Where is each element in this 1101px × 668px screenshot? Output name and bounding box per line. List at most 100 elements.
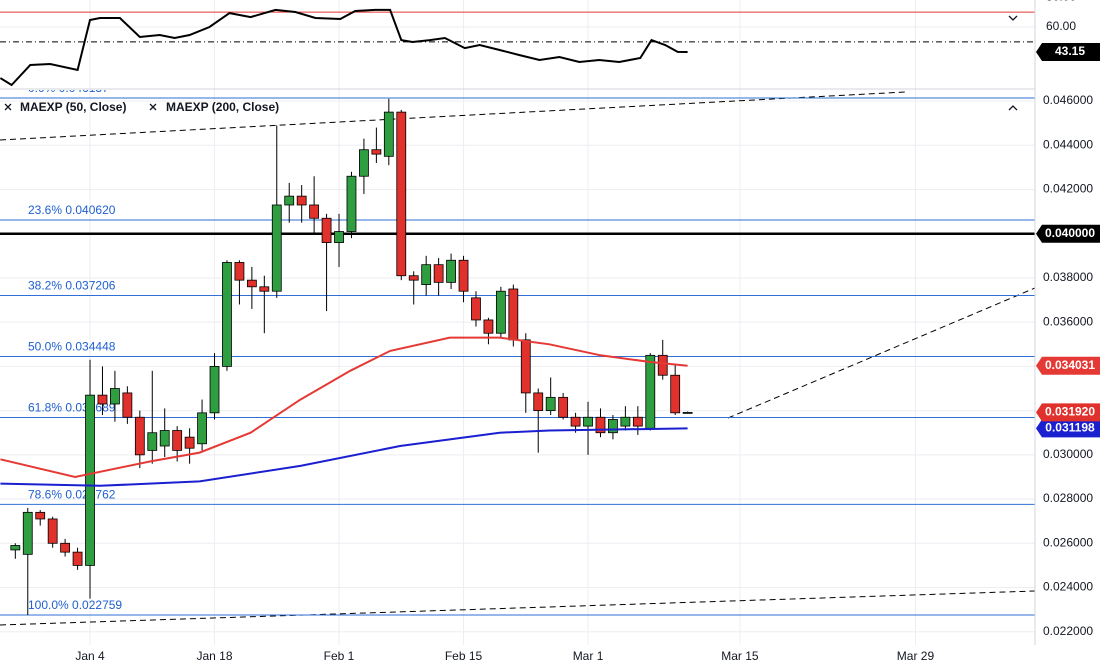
trend-line xyxy=(0,91,906,141)
price-badge-label: 0.034031 xyxy=(1045,358,1095,372)
legend-entry: MAEXP (200, Close) xyxy=(166,100,279,114)
candle-body xyxy=(371,149,382,155)
fib-label: 0.0% 0.046137 xyxy=(28,81,109,95)
candle-body xyxy=(533,392,544,412)
candle-body xyxy=(47,518,58,544)
y-tick-label: 0.044000 xyxy=(1043,137,1093,151)
y-tick-label: 0.022000 xyxy=(1043,624,1093,638)
x-tick-label: Mar 1 xyxy=(573,649,604,663)
price-badge xyxy=(1036,356,1100,375)
candle-body xyxy=(259,286,270,292)
candle-body xyxy=(508,288,519,341)
y-tick-label: 0.038000 xyxy=(1043,270,1093,284)
candle-body xyxy=(670,374,681,414)
x-tick-label: Jan 18 xyxy=(197,649,233,663)
candle-body xyxy=(234,262,245,281)
candle-body xyxy=(396,111,407,277)
y-tick-label: 0.024000 xyxy=(1043,580,1093,594)
candle-body xyxy=(408,275,419,281)
price-badge xyxy=(1036,224,1100,243)
remove-icon[interactable] xyxy=(4,103,12,111)
x-tick-label: Feb 1 xyxy=(324,649,355,663)
candle-body xyxy=(147,432,158,451)
candle-body xyxy=(608,419,618,434)
candle-body xyxy=(97,394,108,405)
candle-body xyxy=(72,551,83,566)
legend-entry: MAEXP (50, Close) xyxy=(20,100,126,114)
collapse-button[interactable] xyxy=(1008,105,1018,111)
oscillator-line xyxy=(0,8,688,87)
fib-label: 38.2% 0.037206 xyxy=(28,279,116,293)
moving-average xyxy=(0,427,688,487)
candle-body xyxy=(446,259,456,283)
price-badge-label: 0.040000 xyxy=(1045,226,1095,240)
candle-body xyxy=(632,416,643,427)
collapse-button[interactable] xyxy=(1008,15,1018,21)
candle-body xyxy=(570,416,581,427)
axis-layer: Jan 4 Jan 18 Feb 1 Feb 15 Mar 1 Mar 15 Mar 29 0… xyxy=(75,0,1100,663)
candle-body xyxy=(159,430,170,447)
candle-body xyxy=(433,264,444,283)
x-tick-label: Feb 15 xyxy=(445,649,483,663)
candle-body xyxy=(35,511,46,520)
x-tick-label: Jan 4 xyxy=(75,649,105,663)
candle-body xyxy=(246,279,257,288)
candle-body xyxy=(458,259,469,292)
price-badge-label: 0.031198 xyxy=(1045,421,1095,435)
price-pane: 0.0% 0.046137 23.6% 0.040620 38.2% 0.03720… xyxy=(0,81,1035,626)
candle-body xyxy=(471,297,481,321)
candle-body xyxy=(222,262,232,367)
price-badge xyxy=(1036,403,1100,422)
y-tick-label: 0.030000 xyxy=(1043,447,1093,461)
candle-body xyxy=(22,511,33,555)
y-tick-label: 0.026000 xyxy=(1043,535,1093,549)
candle-body xyxy=(197,412,207,445)
oscillator-pane xyxy=(0,8,1035,87)
y-tick-label: 0.028000 xyxy=(1043,491,1093,505)
fib-label: 78.6% 0.027762 xyxy=(28,487,116,501)
candle-body xyxy=(645,354,656,429)
y-tick-label: 0.042000 xyxy=(1043,182,1093,196)
candle-body xyxy=(657,354,668,376)
x-tick-label: Mar 15 xyxy=(721,649,759,663)
x-tick-label: Mar 29 xyxy=(897,649,935,663)
candle-body xyxy=(271,204,282,292)
candle-body xyxy=(134,416,145,456)
candle-body xyxy=(495,290,506,334)
candle-body xyxy=(85,394,95,566)
candle-body xyxy=(321,217,332,243)
candle-body xyxy=(583,416,593,427)
price-badge-label: 43.15 xyxy=(1055,44,1085,58)
moving-average xyxy=(0,336,688,479)
candle-body xyxy=(309,204,320,219)
fib-label: 100.0% 0.022759 xyxy=(28,598,122,612)
price-badge-label: 0.031920 xyxy=(1045,405,1095,419)
candle-body xyxy=(682,411,693,414)
candle-body xyxy=(122,392,133,418)
y-tick-label: 0.036000 xyxy=(1043,314,1093,328)
candle-body xyxy=(10,545,21,551)
candle-body xyxy=(296,195,307,206)
candle-body xyxy=(110,388,120,405)
y-tick-label: 60.00 xyxy=(1046,19,1076,33)
candle-body xyxy=(595,416,606,434)
y-tick-label: 80.00 xyxy=(1046,0,1076,4)
candle-body xyxy=(520,339,531,394)
legend: MAEXP (50, Close) MAEXP (200, Close) xyxy=(4,100,279,114)
y-tick-label: 0.046000 xyxy=(1043,93,1093,107)
candle-body xyxy=(60,542,71,553)
candle-body xyxy=(346,175,357,232)
candle-body xyxy=(334,231,344,243)
candle-body xyxy=(184,436,195,449)
candle-body xyxy=(545,396,556,412)
candle-body xyxy=(209,365,220,414)
candle-body xyxy=(620,416,631,427)
candle-body xyxy=(483,319,494,334)
candle-body xyxy=(284,195,295,206)
candle-body xyxy=(383,111,394,157)
trend-line xyxy=(0,590,1035,626)
remove-icon[interactable] xyxy=(149,103,157,111)
candle-body xyxy=(359,149,369,177)
trend-line xyxy=(727,287,1035,419)
